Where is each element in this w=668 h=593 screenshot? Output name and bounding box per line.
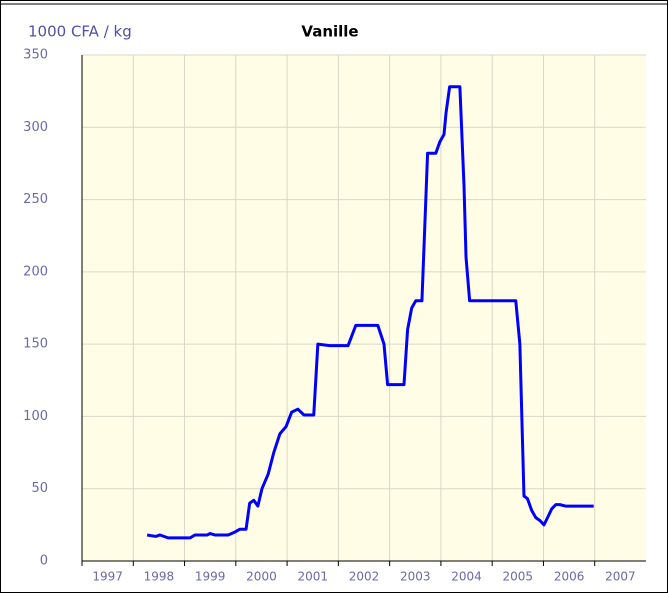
x-tick-label: 2001 <box>297 570 328 584</box>
y-axis-label: 1000 CFA / kg <box>28 23 132 41</box>
x-tick-label: 2006 <box>554 570 585 584</box>
x-tick-label: 1997 <box>92 570 123 584</box>
y-tick-label: 100 <box>23 409 48 424</box>
x-tick-label: 1998 <box>144 570 175 584</box>
y-tick-label: 300 <box>23 120 48 135</box>
x-tick-label: 2004 <box>451 570 482 584</box>
y-tick-label: 250 <box>23 192 48 207</box>
x-tick-label: 2003 <box>400 570 431 584</box>
y-tick-label: 0 <box>40 554 48 569</box>
x-tick-label: 2002 <box>349 570 380 584</box>
line <box>146 85 594 540</box>
x-tick-label: 1999 <box>195 570 226 584</box>
x-tick-label: 2007 <box>605 570 636 584</box>
x-tick-label: 2005 <box>503 570 534 584</box>
chart-title: Vanille <box>301 23 358 41</box>
y-tick-label: 200 <box>23 264 48 279</box>
y-tick-label: 150 <box>23 337 48 352</box>
y-tick-label: 50 <box>31 481 48 496</box>
plot-area <box>82 55 646 561</box>
x-tick-label: 2000 <box>246 570 277 584</box>
y-tick-label: 350 <box>23 48 48 63</box>
